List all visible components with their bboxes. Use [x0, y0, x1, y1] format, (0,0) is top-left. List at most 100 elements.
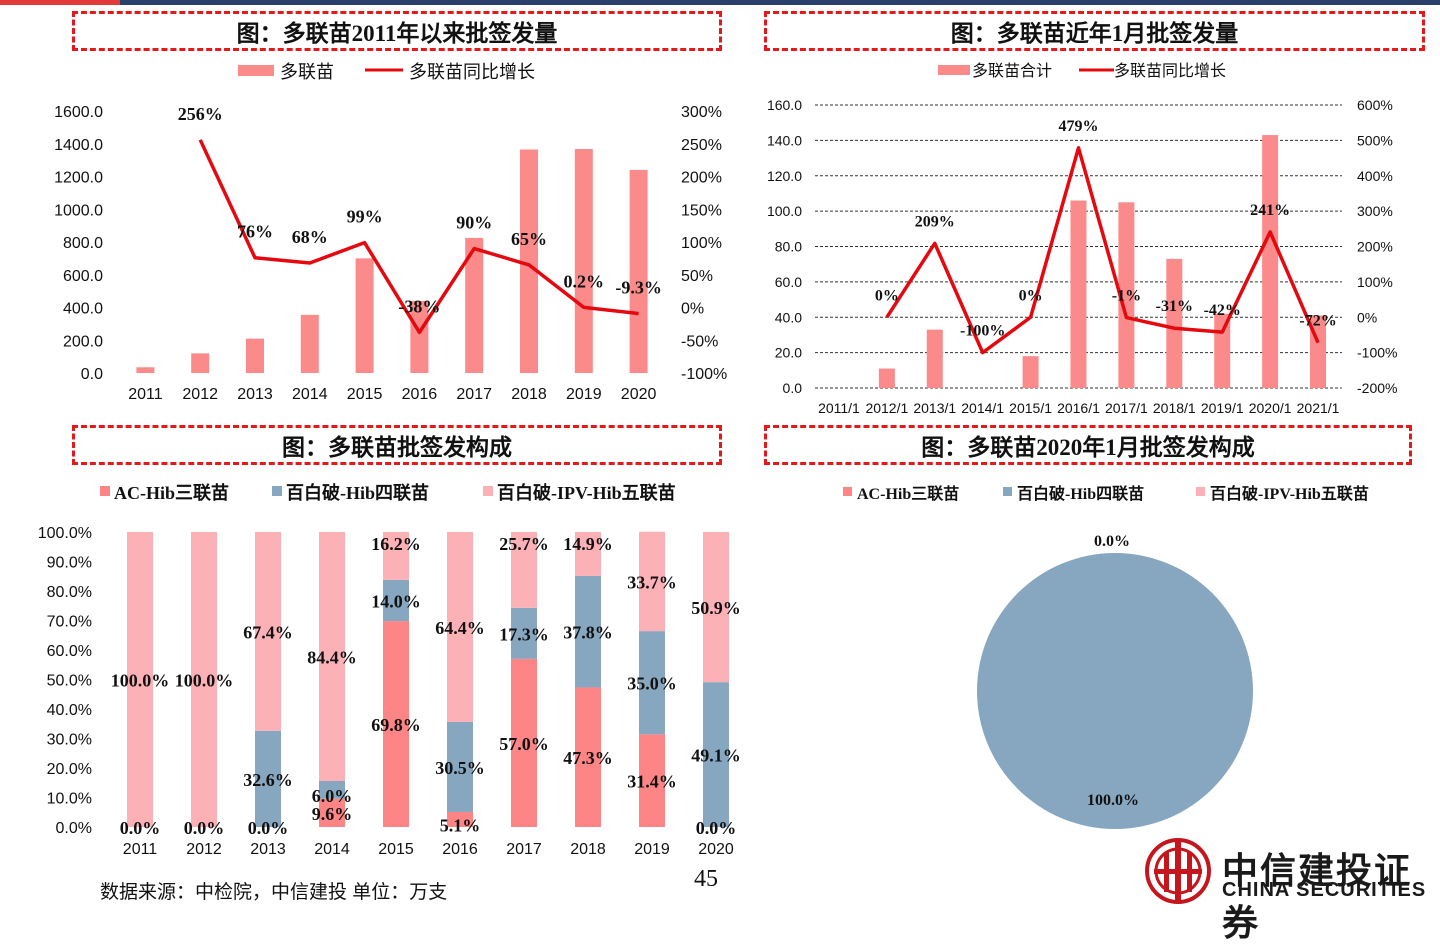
stack-seg-2012-2	[191, 532, 217, 827]
chart-january-volume: 多联苗合计 多联苗同比增长 0.0 20.0 40.0 60.0 80.0 100.0 120.…	[767, 62, 1398, 416]
stack-seg-2018-0	[575, 687, 601, 827]
bar-2020	[629, 169, 648, 373]
segment-data-label: 49.1%	[691, 746, 741, 766]
x-tick-label: 2018	[570, 841, 606, 858]
legend-label-bar: 多联苗合计	[972, 62, 1052, 80]
legend-swatch-2	[1196, 487, 1205, 496]
segment-data-label: 0.0%	[184, 818, 225, 838]
stack-seg-2016-2	[447, 532, 473, 722]
segment-data-label: 25.7%	[499, 534, 549, 554]
bar-2018/1	[1166, 258, 1183, 388]
segment-data-label: 37.8%	[563, 623, 613, 643]
growth-data-label: 0.2%	[564, 271, 605, 291]
y-tick-label: 50.0%	[47, 673, 92, 690]
pie-data-label-zero: 0.0%	[1094, 533, 1130, 550]
segment-data-label: 31.4%	[627, 772, 677, 792]
stack-seg-2017-2	[511, 532, 537, 608]
segment-data-label: 16.2%	[371, 534, 421, 554]
y-tick-label-right: 0%	[1357, 309, 1377, 325]
y-tick-label: 80.0%	[47, 584, 92, 601]
legend-label-bar: 多联苗	[280, 62, 334, 82]
bar-2017/1	[1118, 202, 1135, 388]
stack-seg-2011-2	[127, 532, 153, 827]
bar-2012	[191, 353, 210, 373]
y-tick-label-left: 100.0	[767, 203, 802, 219]
y-tick-label-right: 250%	[681, 137, 722, 154]
y-tick-label-left: 1200.0	[54, 170, 103, 187]
segment-data-label: 33.7%	[627, 572, 677, 592]
legend-label-1: 百白破-Hib四联苗	[286, 482, 429, 503]
chart1-title: 图：多联苗2011年以来批签发量	[72, 11, 722, 51]
bar-2016	[410, 300, 429, 373]
growth-data-label: 65%	[511, 229, 547, 249]
segment-data-label: 64.4%	[435, 618, 485, 638]
y-tick-label: 30.0%	[47, 732, 92, 749]
pie-slice-dtap-hib4	[977, 553, 1253, 829]
bar-2013/1	[926, 329, 943, 388]
bar-2015	[355, 258, 374, 373]
y-tick-label: 70.0%	[47, 614, 92, 631]
bar-2016/1	[1070, 200, 1087, 388]
legend-label-2: 百白破-IPV-Hib五联苗	[1210, 484, 1369, 503]
y-tick-label-right: 200%	[681, 170, 722, 187]
top-bar-accent	[0, 0, 120, 5]
segment-data-label: 100.0%	[111, 671, 170, 691]
stack-seg-2014-2	[319, 532, 345, 781]
y-tick-label-left: 1600.0	[54, 104, 103, 121]
growth-data-label: 99%	[347, 207, 383, 227]
segment-data-label: 17.3%	[499, 624, 549, 644]
y-tick-label-left: 140.0	[767, 132, 802, 148]
growth-data-label: 68%	[292, 227, 328, 247]
y-tick-label-left: 600.0	[63, 268, 103, 285]
stack-seg-2019-2	[639, 531, 665, 632]
stack-seg-2016-1	[447, 721, 473, 812]
stack-seg-2013-1	[255, 730, 281, 827]
stack-seg-2015-0	[383, 621, 409, 827]
growth-data-label: 76%	[237, 222, 273, 242]
bar-2014	[300, 314, 319, 373]
bar-2020/1	[1262, 135, 1279, 388]
stack-seg-2017-1	[511, 607, 537, 659]
bar-2013	[246, 338, 264, 373]
segment-data-label: 47.3%	[563, 748, 613, 768]
x-tick-label: 2020	[621, 386, 657, 403]
top-bar	[0, 0, 1440, 5]
y-tick-label: 10.0%	[47, 791, 92, 808]
bar-2018	[520, 149, 538, 373]
y-tick-label-right: 50%	[681, 268, 713, 285]
stack-seg-2019-0	[639, 734, 665, 827]
y-tick-label-left: 1400.0	[54, 137, 103, 154]
y-tick-label-left: 1000.0	[54, 202, 103, 219]
growth-data-label: 90%	[456, 213, 492, 233]
stack-seg-2013-2	[255, 532, 281, 731]
segment-data-label: 100.0%	[175, 671, 234, 691]
stack-seg-2019-1	[639, 631, 665, 735]
x-tick-label: 2011	[128, 386, 163, 403]
y-tick-label: 90.0%	[47, 555, 92, 572]
y-tick-label-right: 100%	[1357, 274, 1393, 290]
pie-data-label: 100.0%	[1087, 792, 1139, 809]
growth-data-label: -100%	[960, 323, 1005, 340]
x-tick-label: 2011	[123, 841, 158, 858]
x-tick-label: 2011/1	[818, 400, 860, 416]
segment-data-label: 5.1%	[440, 815, 481, 835]
bar-2017	[465, 237, 484, 373]
stack-seg-2020-1	[703, 682, 729, 827]
legend-label-line: 多联苗同比增长	[1114, 62, 1226, 80]
y-tick-label-right: 300%	[1357, 203, 1393, 219]
x-tick-label: 2018/1	[1153, 400, 1196, 416]
y-tick-label-right: -50%	[681, 333, 718, 350]
segment-data-label: 14.9%	[563, 534, 613, 554]
segment-data-label: 9.6%	[312, 804, 353, 824]
x-tick-label: 2020/1	[1249, 400, 1292, 416]
bar-2015/1	[1022, 356, 1039, 388]
segment-data-label: 57.0%	[499, 734, 549, 754]
y-tick-label-left: 40.0	[775, 309, 802, 325]
x-tick-label: 2012	[186, 841, 222, 858]
segment-data-label: 30.5%	[435, 758, 485, 778]
y-tick-label-right: 600%	[1357, 97, 1393, 113]
y-tick-label-right: 150%	[681, 202, 722, 219]
bar-2011	[136, 367, 155, 373]
growth-data-label: 256%	[178, 104, 223, 124]
x-tick-label: 2013	[237, 386, 273, 403]
